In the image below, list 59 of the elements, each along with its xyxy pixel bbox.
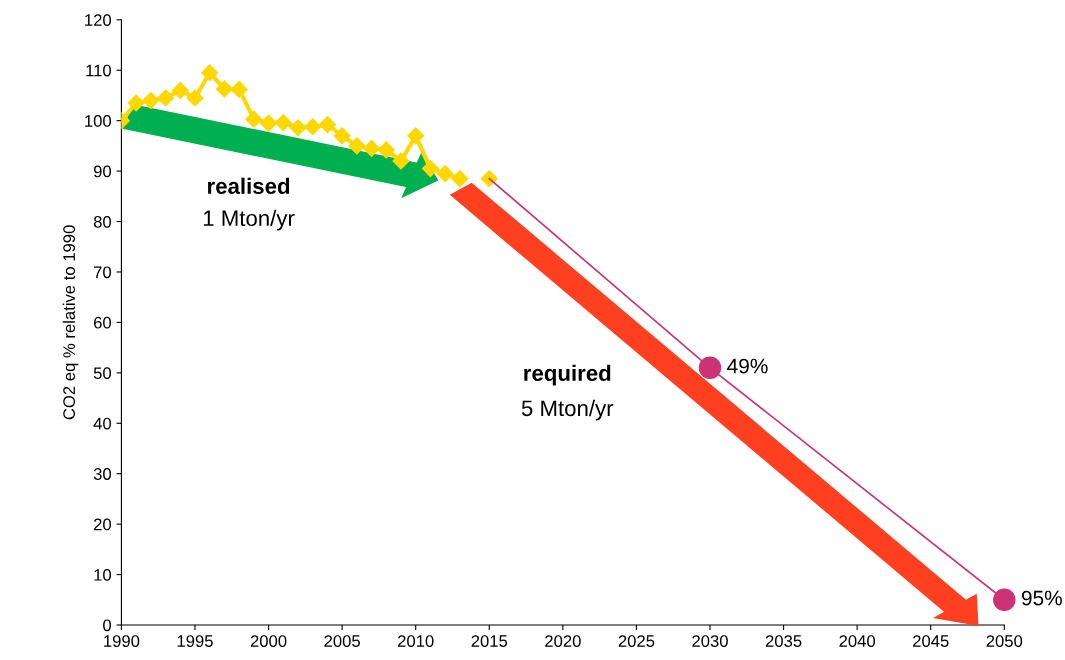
y-tick-label: 60	[94, 316, 112, 329]
y-tick-label: 10	[94, 568, 112, 581]
x-tick-label: 2015	[471, 635, 508, 647]
point	[480, 170, 498, 188]
annotation: realised	[208, 177, 290, 195]
x-tick-label: 2050	[986, 635, 1023, 647]
point	[304, 118, 322, 136]
annotation: 49%	[727, 358, 768, 374]
y-axis-title: CO2 eq % relative to 1990	[62, 225, 79, 420]
point	[392, 152, 410, 170]
annotation: 95%	[1021, 590, 1062, 606]
point	[201, 64, 219, 82]
point	[157, 89, 175, 107]
point	[230, 80, 248, 98]
x-tick-label: 2045	[913, 635, 949, 647]
y-tick-label: 110	[86, 64, 112, 77]
point	[698, 356, 722, 380]
y-tick-label: 120	[85, 14, 112, 26]
point	[127, 94, 145, 112]
x-tick-label: 2040	[839, 635, 876, 647]
x-tick-label: 1990	[104, 635, 140, 647]
point	[407, 127, 425, 145]
point	[260, 114, 278, 132]
y-tick-label: 0	[103, 619, 112, 632]
x-tick-label: 1995	[177, 635, 213, 647]
annotation: required	[524, 364, 611, 386]
point	[171, 81, 189, 99]
y-tick-label: 80	[93, 215, 112, 228]
point	[186, 89, 204, 107]
y-tick-label: 90	[93, 165, 112, 178]
x-tick-label: 2025	[618, 635, 655, 647]
point	[142, 91, 160, 110]
point	[318, 116, 336, 134]
x-tick-label: 2010	[398, 635, 434, 647]
point	[377, 141, 395, 159]
x-tick-label: 2005	[324, 635, 360, 647]
x-tick-label: 2020	[545, 635, 581, 647]
y-tick-label: 30	[93, 468, 112, 480]
point	[274, 114, 292, 132]
annotation: 5 Mton/yr	[521, 399, 614, 421]
point	[421, 160, 439, 178]
point	[451, 170, 469, 188]
point	[436, 165, 454, 183]
point	[333, 127, 351, 145]
point	[363, 139, 381, 157]
y-tick-label: 40	[93, 417, 112, 430]
y-tick-label: 100	[85, 115, 112, 127]
y-tick-label: 50	[93, 367, 112, 380]
y-tick-label: 70	[94, 266, 112, 279]
x-tick-label: 2030	[692, 635, 728, 647]
annotation: 1 Mton/yr	[203, 209, 295, 231]
x-tick-label: 2000	[250, 635, 287, 647]
point	[245, 110, 263, 128]
point	[289, 119, 307, 137]
point	[993, 588, 1016, 612]
x-tick-label: 2035	[765, 635, 802, 647]
point	[348, 137, 366, 155]
point	[215, 80, 233, 98]
y-tick-label: 20	[93, 518, 112, 531]
